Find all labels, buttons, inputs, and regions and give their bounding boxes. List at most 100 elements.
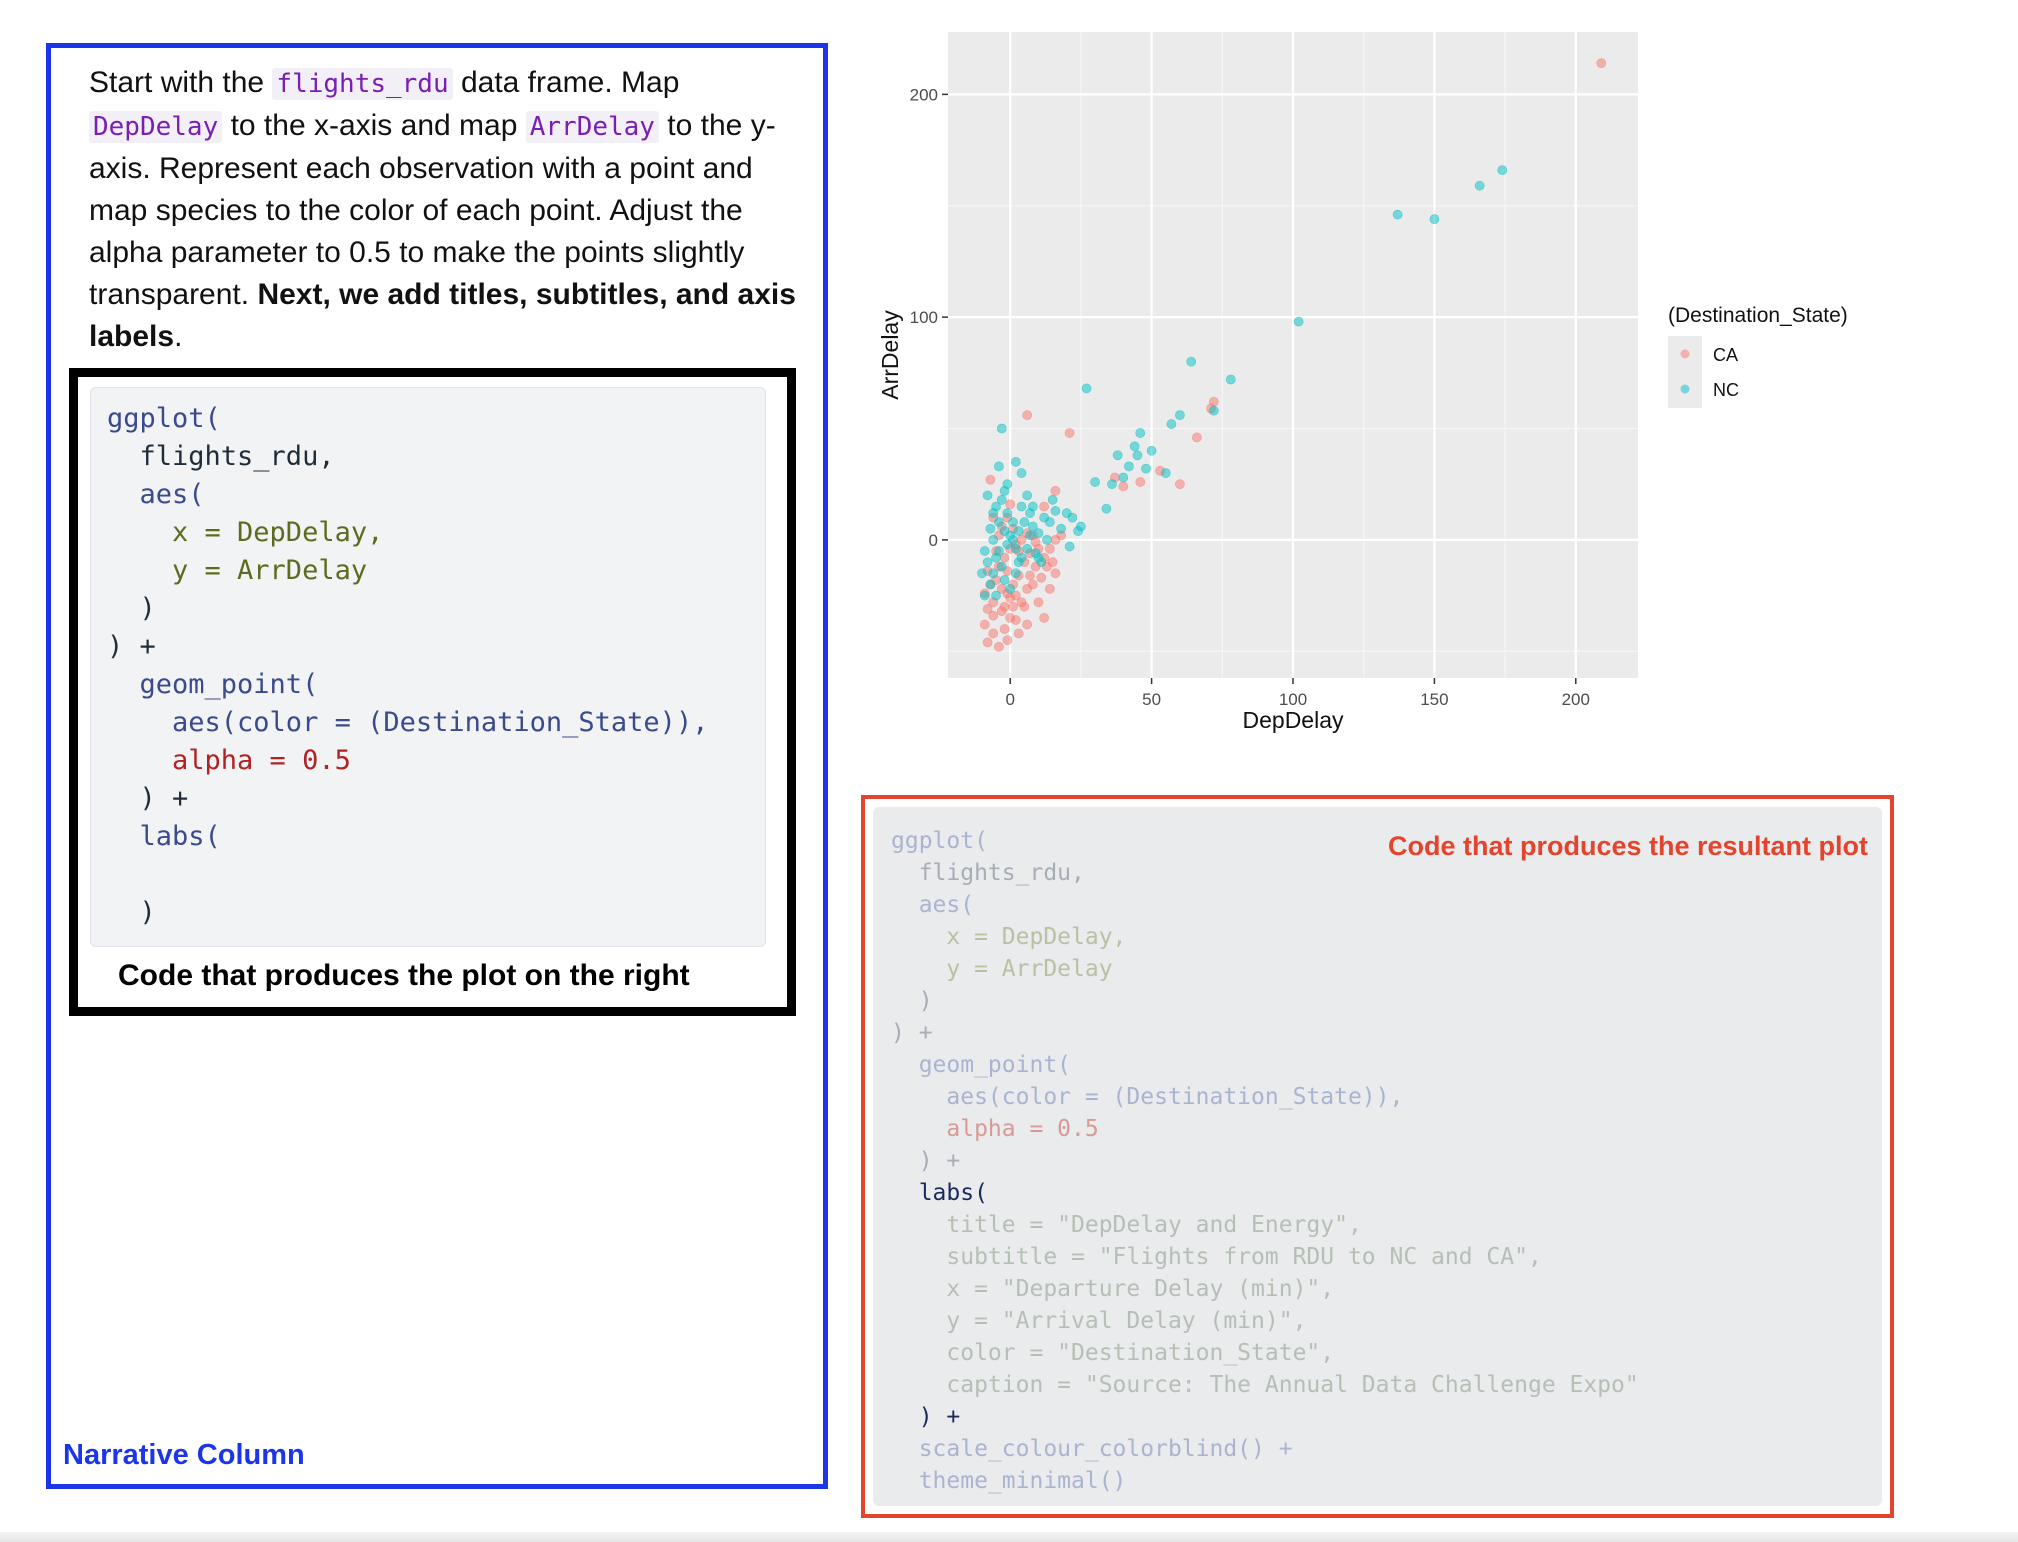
data-point-nc bbox=[1208, 405, 1219, 416]
plot-gridlines bbox=[948, 32, 1638, 678]
resultant-code-lines: ggplot( flights_rdu, aes( x = DepDelay, … bbox=[891, 825, 1639, 1497]
data-point-nc bbox=[1008, 517, 1018, 527]
data-point-ca bbox=[988, 628, 999, 639]
plot-points bbox=[977, 58, 1607, 652]
left-code-frame: ggplot( flights_rdu, aes( x = DepDelay, … bbox=[69, 368, 796, 1016]
data-point-nc bbox=[988, 534, 999, 545]
code-line: subtitle = "Flights from RDU to NC and C… bbox=[891, 1244, 1542, 1270]
code-line: title = "DepDelay and Energy", bbox=[891, 1212, 1362, 1238]
data-point-nc bbox=[1050, 506, 1061, 516]
data-point-nc bbox=[1090, 477, 1100, 487]
y-tick-label: 100 bbox=[910, 308, 938, 327]
data-point-nc bbox=[1005, 530, 1016, 541]
data-point-nc bbox=[1025, 508, 1035, 519]
left-code-block: ggplot( flights_rdu, aes( x = DepDelay, … bbox=[90, 387, 766, 947]
data-point-nc bbox=[994, 461, 1004, 472]
legend-label-nc: NC bbox=[1713, 380, 1739, 400]
data-point-ca bbox=[1050, 485, 1061, 496]
data-point-ca bbox=[1008, 601, 1018, 612]
data-point-nc bbox=[982, 557, 993, 568]
data-point-nc bbox=[1027, 521, 1038, 532]
data-point-nc bbox=[1146, 445, 1157, 456]
code-line: aes(color = (Destination_State)), bbox=[107, 707, 709, 738]
data-point-ca bbox=[1050, 568, 1061, 579]
code-line: ) bbox=[107, 593, 156, 624]
data-point-ca bbox=[1005, 499, 1016, 510]
y-axis-title: ArrDelay bbox=[877, 310, 903, 400]
code-line: x = "Departure Delay (min)", bbox=[891, 1276, 1335, 1302]
code-line: ggplot( bbox=[107, 403, 221, 434]
data-point-nc bbox=[1056, 523, 1067, 534]
data-point-ca bbox=[1027, 579, 1038, 590]
data-point-ca bbox=[1022, 410, 1033, 421]
data-point-nc bbox=[1129, 441, 1140, 452]
data-point-ca bbox=[1039, 612, 1050, 623]
data-point-nc bbox=[1025, 530, 1035, 541]
data-point-ca bbox=[1036, 572, 1047, 583]
data-point-ca bbox=[1596, 58, 1607, 69]
data-point-nc bbox=[1016, 501, 1027, 512]
plot-axes: 0 50 100 150 200 0 100 200 bbox=[910, 85, 1590, 709]
data-point-nc bbox=[977, 568, 987, 579]
data-point-nc bbox=[991, 590, 1001, 601]
data-point-nc bbox=[1033, 552, 1044, 563]
data-point-ca bbox=[1039, 501, 1050, 512]
x-tick-label: 0 bbox=[1005, 690, 1014, 709]
code-line: ggplot( bbox=[891, 828, 988, 854]
data-point-nc bbox=[1010, 568, 1021, 579]
data-point-nc bbox=[1013, 557, 1024, 568]
code-line: ) bbox=[107, 897, 156, 928]
data-point-nc bbox=[1160, 468, 1171, 478]
code-line: labs( bbox=[891, 1180, 988, 1206]
data-point-ca bbox=[1064, 428, 1075, 438]
data-point-nc bbox=[1047, 494, 1058, 505]
code-line: scale_colour_colorblind() + bbox=[891, 1436, 1293, 1462]
data-point-ca bbox=[1047, 557, 1058, 568]
scatter-plot: 0 50 100 150 200 0 100 200 DepDelay ArrDelay (D… bbox=[877, 32, 1848, 733]
code-line: y = "Arrival Delay (min)", bbox=[891, 1308, 1307, 1334]
code-line: ) + bbox=[107, 631, 156, 662]
narrative-text-mid2: to the x-axis and map bbox=[222, 109, 526, 142]
data-point-nc bbox=[979, 590, 990, 601]
data-point-ca bbox=[1013, 628, 1024, 639]
code-line: ) + bbox=[891, 1404, 961, 1430]
data-point-nc bbox=[1022, 543, 1033, 554]
data-point-ca bbox=[1044, 583, 1055, 594]
code-line: x = DepDelay, bbox=[107, 517, 384, 548]
data-point-ca bbox=[1033, 597, 1044, 608]
code-line: aes(color = (Destination_State)), bbox=[891, 1084, 1404, 1110]
data-point-ca bbox=[979, 619, 990, 630]
y-tick-label: 0 bbox=[929, 531, 938, 550]
resultant-code-frame: ggplot( flights_rdu, aes( x = DepDelay, … bbox=[861, 795, 1894, 1518]
code-line: y = ArrDelay bbox=[891, 956, 1113, 982]
data-point-ca bbox=[1044, 543, 1055, 554]
left-code-caption: Code that produces the plot on the right bbox=[118, 959, 690, 992]
data-point-ca bbox=[999, 624, 1010, 634]
data-point-ca bbox=[1030, 537, 1041, 548]
code-line: aes( bbox=[891, 892, 975, 918]
narrative-text-mid1: data frame. Map bbox=[452, 66, 680, 99]
narrative-text-mid3: to the y-axis. Represent each observatio… bbox=[89, 109, 776, 311]
data-point-nc bbox=[1010, 543, 1021, 554]
data-point-ca bbox=[1174, 479, 1185, 490]
data-point-ca bbox=[1005, 592, 1016, 603]
data-point-nc bbox=[1042, 534, 1052, 545]
code-line: ) + bbox=[891, 1148, 961, 1174]
data-point-nc bbox=[1073, 526, 1083, 536]
x-tick-label: 50 bbox=[1142, 690, 1161, 709]
data-point-nc bbox=[1022, 490, 1033, 501]
data-point-nc bbox=[994, 517, 1004, 527]
data-point-ca bbox=[1191, 432, 1202, 443]
data-point-nc bbox=[994, 546, 1004, 556]
x-tick-label: 200 bbox=[1562, 690, 1590, 709]
data-point-ca bbox=[1022, 619, 1033, 630]
data-point-ca bbox=[982, 604, 993, 614]
data-point-ca bbox=[1002, 635, 1013, 646]
data-point-nc bbox=[1005, 583, 1016, 594]
data-point-ca bbox=[1025, 570, 1035, 581]
data-point-nc bbox=[988, 508, 999, 519]
code-line: flights_rdu, bbox=[891, 860, 1085, 886]
code-line: ) + bbox=[107, 783, 189, 814]
data-point-ca bbox=[1118, 481, 1129, 492]
data-point-nc bbox=[1141, 463, 1151, 474]
